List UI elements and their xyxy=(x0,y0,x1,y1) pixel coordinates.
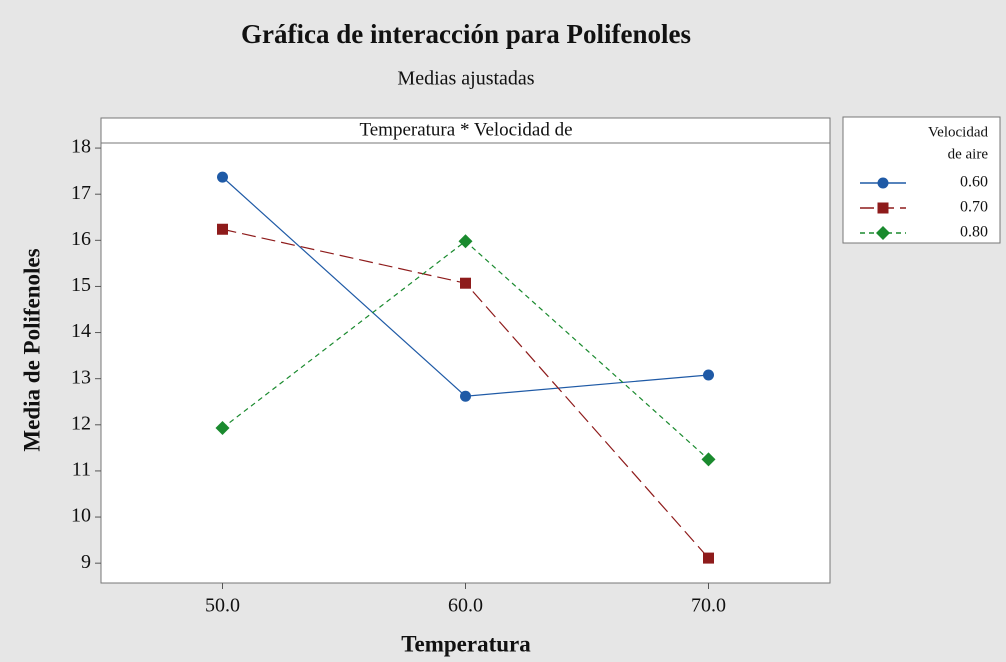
x-axis-label: Temperatura xyxy=(401,631,531,656)
legend-label: 0.70 xyxy=(960,199,988,216)
y-tick-label: 15 xyxy=(71,274,91,296)
panel-header xyxy=(100,117,831,144)
marker xyxy=(458,234,473,249)
y-tick-label: 14 xyxy=(71,320,91,342)
plot-area xyxy=(100,117,831,584)
y-tick-label: 17 xyxy=(71,182,91,204)
legend-title: Velocidad xyxy=(928,124,988,140)
panel-title: Temperatura * Velocidad de xyxy=(359,119,572,140)
x-tick-label: 50.0 xyxy=(205,595,240,617)
y-tick-label: 13 xyxy=(71,366,91,388)
chart-title: Gráfica de interacción para Polifenoles xyxy=(241,19,691,49)
marker xyxy=(703,369,714,381)
marker xyxy=(703,552,714,564)
legend-marker xyxy=(876,226,890,240)
y-tick-label: 10 xyxy=(71,505,91,527)
marker xyxy=(215,421,230,436)
legend-marker xyxy=(877,202,889,214)
y-tick-label: 9 xyxy=(81,551,91,573)
legend-label: 0.80 xyxy=(960,224,988,241)
marker xyxy=(460,277,471,289)
y-axis-label: Media de Polifenoles xyxy=(19,248,44,451)
marker xyxy=(217,223,228,235)
marker xyxy=(701,452,716,467)
legend-label: 0.60 xyxy=(960,174,988,191)
x-tick-label: 60.0 xyxy=(448,595,483,617)
x-tick-label: 70.0 xyxy=(691,595,726,617)
legend-marker xyxy=(877,177,889,189)
marker xyxy=(460,390,471,402)
y-tick-label: 18 xyxy=(71,136,91,158)
legend-title: de aire xyxy=(948,146,989,162)
legend-box xyxy=(842,116,1001,244)
y-tick-label: 16 xyxy=(71,228,91,250)
y-tick-label: 11 xyxy=(72,459,91,481)
chart-subtitle: Medias ajustadas xyxy=(397,68,534,90)
y-tick-label: 12 xyxy=(71,412,91,434)
marker xyxy=(217,171,228,183)
